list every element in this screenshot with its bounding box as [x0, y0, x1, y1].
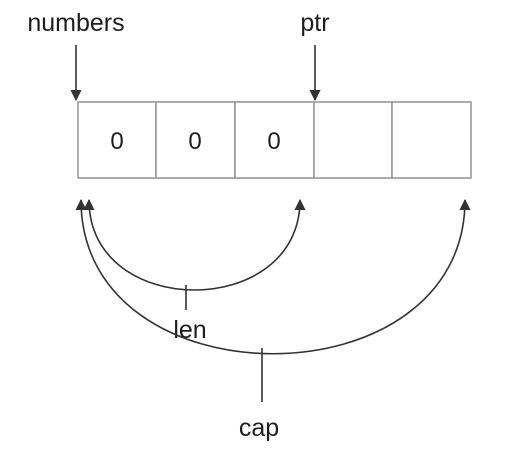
- array-cell: [313, 101, 393, 179]
- cap-bracket: [75, 198, 471, 355]
- cell-value: 0: [188, 128, 201, 155]
- len-bracket: [83, 198, 306, 291]
- cell-value: 0: [110, 128, 123, 155]
- array-cell: [234, 101, 315, 179]
- array-cell: [77, 101, 157, 179]
- cell-value: 0: [267, 128, 280, 155]
- array-cell: [155, 101, 236, 179]
- len-label: len: [173, 316, 206, 344]
- array-cell: [391, 101, 472, 179]
- numbers-label: numbers: [27, 9, 124, 37]
- ptr-label: ptr: [300, 9, 329, 37]
- cap-label: cap: [239, 414, 279, 442]
- array-cells: [77, 101, 472, 179]
